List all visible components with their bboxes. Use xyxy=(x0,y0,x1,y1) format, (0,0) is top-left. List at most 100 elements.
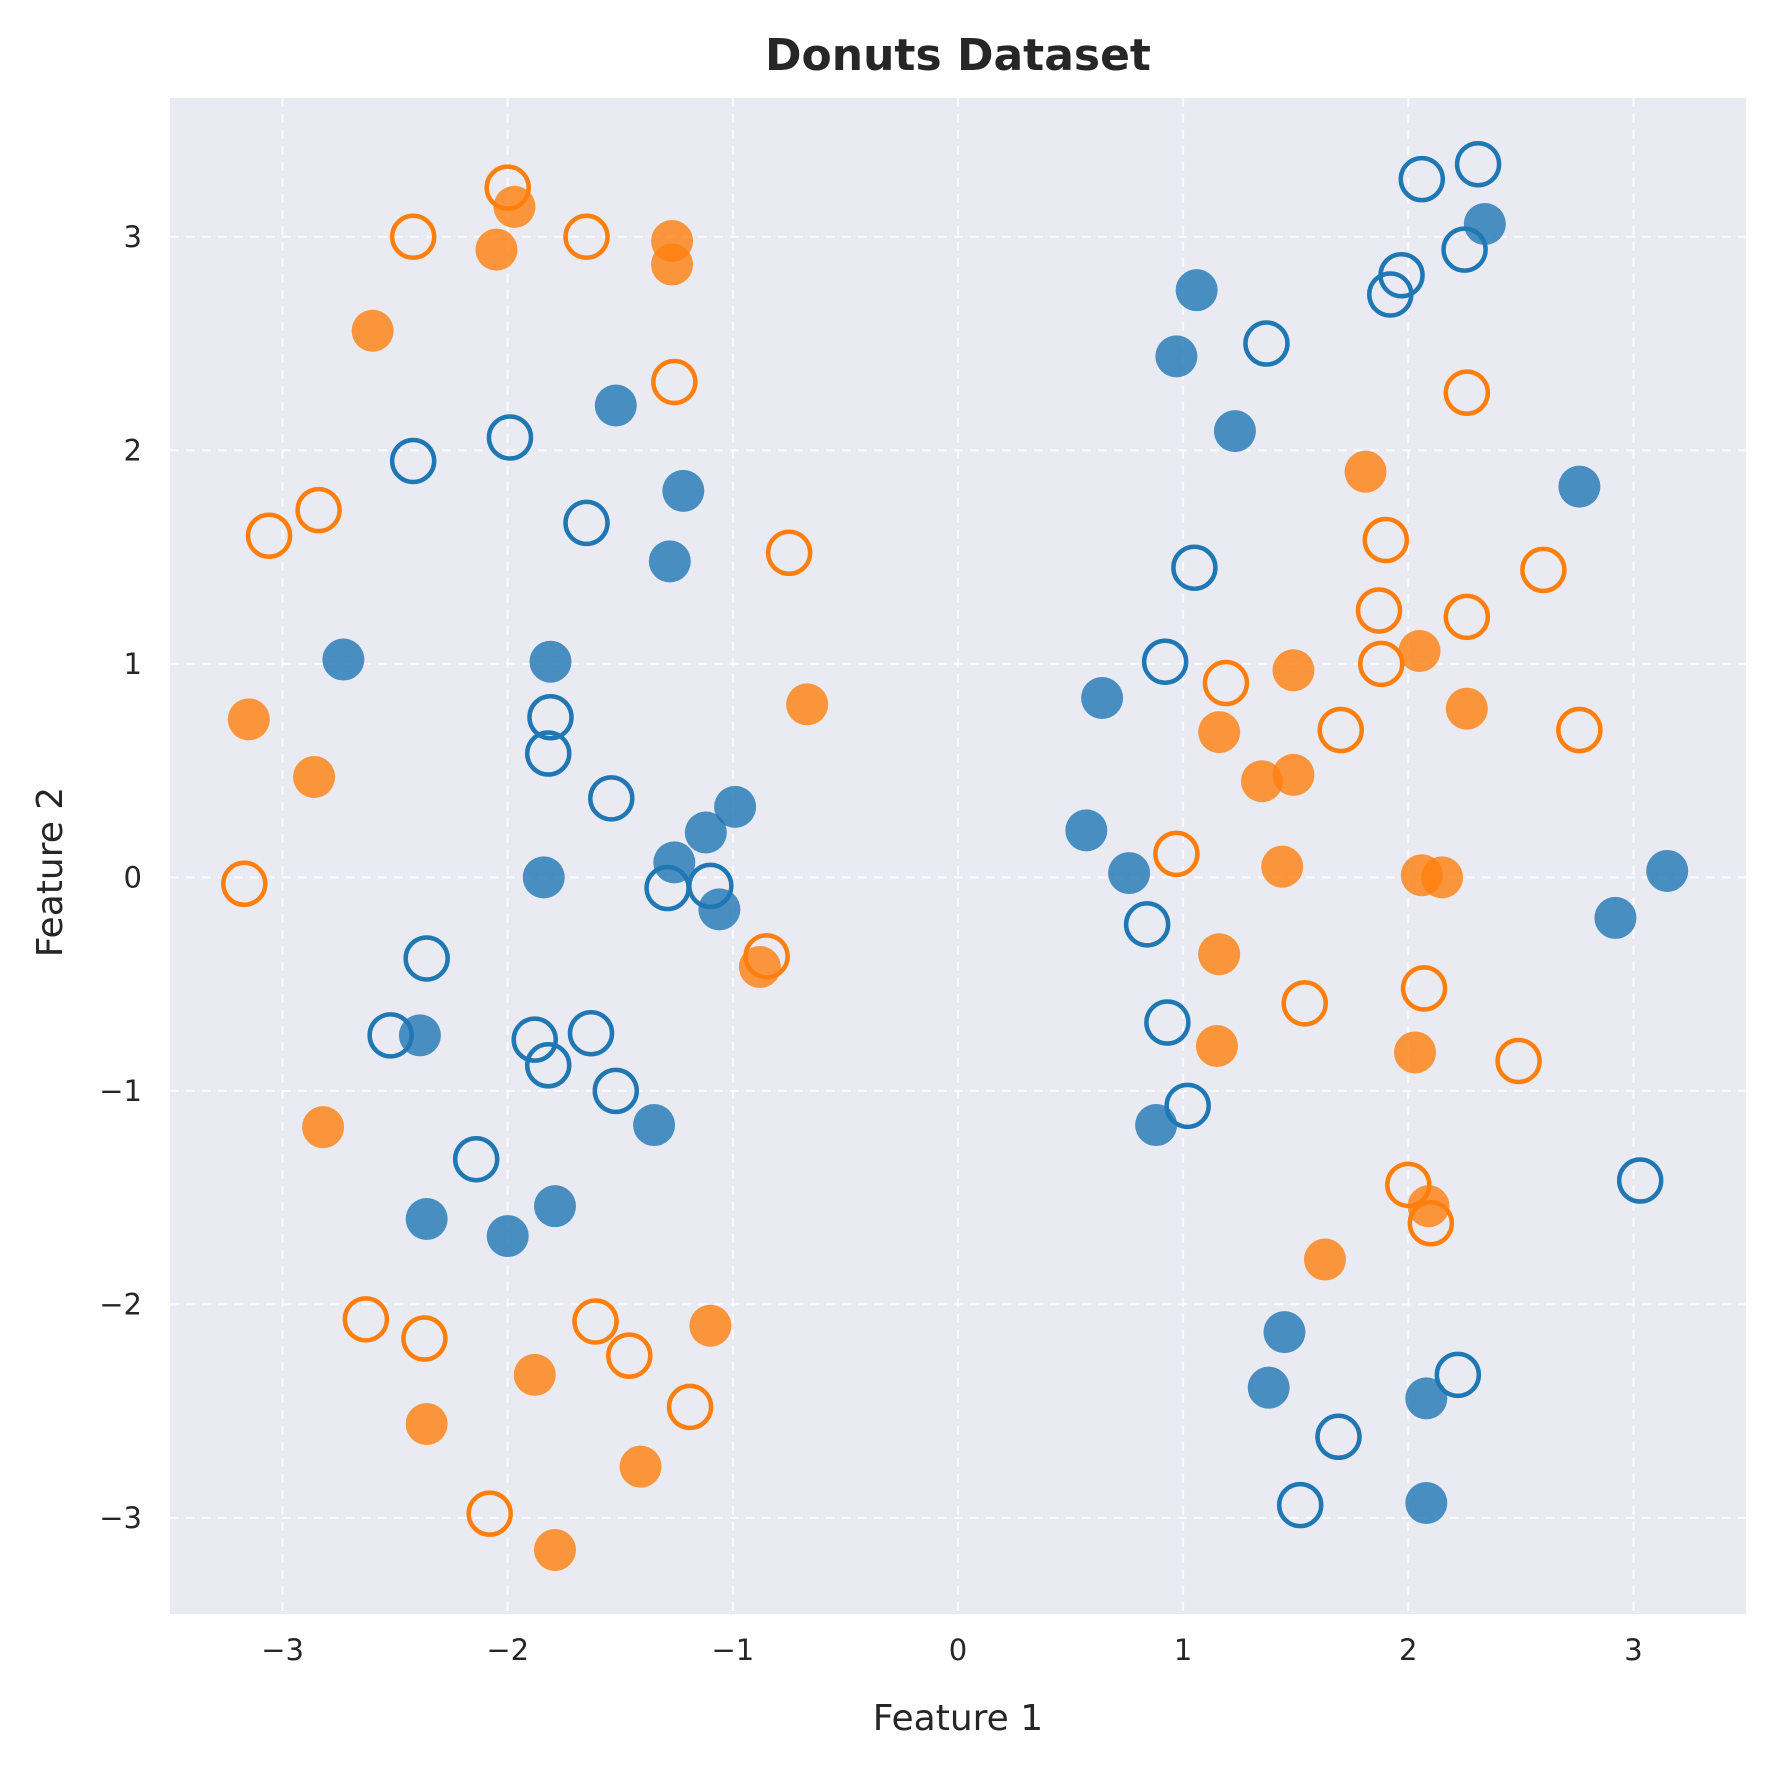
data-point-hollow xyxy=(1556,706,1603,754)
y-tick-label: −3 xyxy=(99,1501,142,1535)
data-point-filled xyxy=(1407,1185,1450,1228)
x-tick-label: −3 xyxy=(261,1633,304,1667)
x-tick-label: 1 xyxy=(1174,1633,1192,1667)
data-point-filled xyxy=(684,811,727,854)
data-point-hollow xyxy=(687,862,734,910)
data-point-filled xyxy=(651,243,694,286)
data-point-filled xyxy=(1272,753,1315,796)
data-point-filled xyxy=(1240,760,1283,803)
data-point-filled xyxy=(1175,269,1218,312)
data-point-hollow xyxy=(1443,593,1491,641)
data-point-hollow xyxy=(484,164,531,211)
data-point-hollow xyxy=(367,1012,414,1059)
data-point-filled xyxy=(227,698,270,741)
data-point-filled xyxy=(1445,687,1488,730)
data-point-hollow xyxy=(1385,1161,1432,1209)
data-point-hollow xyxy=(1398,155,1446,203)
data-point-filled xyxy=(786,683,829,726)
data-point-hollow xyxy=(765,529,813,577)
data-point-hollow xyxy=(486,414,534,461)
data-point-hollow xyxy=(1407,1200,1455,1247)
data-point-hollow xyxy=(572,1298,619,1345)
data-point-hollow xyxy=(1202,659,1250,707)
data-point-filled xyxy=(486,1215,529,1258)
y-tick-label: 0 xyxy=(124,860,142,894)
data-point-filled xyxy=(1646,849,1689,892)
data-point-hollow xyxy=(606,1332,653,1379)
data-point-hollow xyxy=(592,1067,640,1115)
data-point-filled xyxy=(1198,933,1241,976)
data-point-hollow xyxy=(1367,271,1414,318)
data-point-hollow xyxy=(651,358,698,406)
data-point-filled xyxy=(1261,845,1304,888)
data-point-hollow xyxy=(1400,965,1448,1012)
scatter-points xyxy=(221,140,1689,1571)
data-point-filled xyxy=(1247,1366,1290,1409)
data-point-filled xyxy=(648,540,691,583)
data-point-hollow xyxy=(1362,516,1410,564)
data-point-hollow xyxy=(743,933,790,980)
data-point-filled xyxy=(1594,896,1637,939)
data-point-hollow xyxy=(1358,640,1405,688)
data-point-hollow xyxy=(401,1315,448,1362)
data-point-hollow xyxy=(245,512,293,559)
data-point-filled xyxy=(1065,809,1108,852)
data-point-filled xyxy=(1421,856,1464,899)
data-point-filled xyxy=(1198,711,1241,754)
data-point-filled xyxy=(351,309,394,352)
chart-title: Donuts Dataset xyxy=(765,30,1151,81)
data-point-hollow xyxy=(1144,999,1191,1046)
data-point-filled xyxy=(1405,1377,1448,1420)
data-point-hollow xyxy=(1281,980,1328,1027)
data-point-hollow xyxy=(221,860,268,908)
data-point-hollow xyxy=(563,213,610,261)
y-gridlines xyxy=(170,235,1746,1519)
data-point-filled xyxy=(322,638,365,681)
data-point-hollow xyxy=(666,1383,714,1431)
y-tick-label: −2 xyxy=(99,1287,142,1321)
data-point-filled xyxy=(1344,450,1387,493)
data-point-filled xyxy=(633,1104,676,1147)
data-point-hollow xyxy=(527,693,574,741)
data-point-hollow xyxy=(1441,226,1488,273)
data-point-filled xyxy=(1213,410,1256,453)
data-point-hollow xyxy=(1153,830,1200,878)
y-tick-label: 1 xyxy=(124,647,142,681)
data-point-filled xyxy=(1398,630,1441,673)
data-point-hollow xyxy=(403,935,450,982)
data-point-filled xyxy=(1081,676,1124,719)
data-point-hollow xyxy=(1315,1413,1362,1461)
x-tick-label: 3 xyxy=(1624,1633,1642,1667)
data-point-hollow xyxy=(452,1135,500,1183)
data-point-hollow xyxy=(1520,546,1567,594)
data-point-filled xyxy=(475,228,518,271)
data-point-hollow xyxy=(1141,638,1189,685)
data-point-hollow xyxy=(511,1016,558,1063)
data-point-filled xyxy=(1155,335,1198,378)
x-tick-label: 0 xyxy=(949,1633,967,1667)
data-point-filled xyxy=(405,1402,448,1445)
data-point-filled xyxy=(1135,1104,1178,1147)
data-point-hollow xyxy=(1317,706,1364,754)
data-point-hollow xyxy=(1164,1082,1211,1130)
data-point-filled xyxy=(1195,1025,1238,1068)
x-tick-label: 2 xyxy=(1399,1633,1417,1667)
x-gridlines xyxy=(281,98,1635,1614)
data-point-hollow xyxy=(1454,140,1502,188)
data-point-filled xyxy=(1272,649,1315,692)
data-point-hollow xyxy=(389,437,437,485)
data-point-hollow xyxy=(524,730,572,777)
x-tick-label: −1 xyxy=(711,1633,754,1667)
data-point-filled xyxy=(293,755,336,798)
data-point-hollow xyxy=(524,1042,572,1089)
data-point-hollow xyxy=(1171,544,1218,591)
x-tick-labels: −3 −2 −1 0 1 2 3 xyxy=(261,1633,1642,1667)
x-tick-label: −2 xyxy=(486,1633,529,1667)
data-point-filled xyxy=(594,384,637,427)
data-point-hollow xyxy=(563,499,610,547)
y-tick-label: 2 xyxy=(124,433,142,467)
data-point-hollow xyxy=(295,486,342,534)
data-point-filled xyxy=(1108,852,1151,895)
y-axis-label: Feature 2 xyxy=(30,787,71,957)
data-point-hollow xyxy=(1434,1351,1482,1399)
